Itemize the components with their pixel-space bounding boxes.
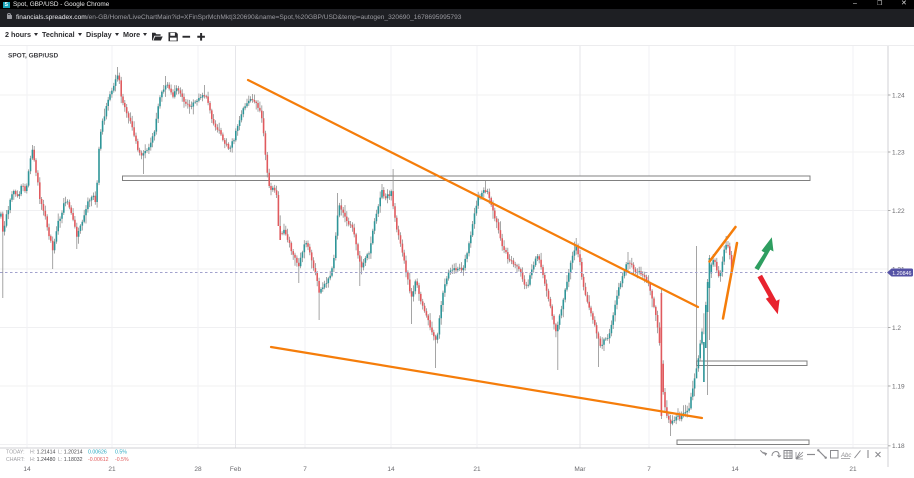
svg-text:21: 21 [849,466,857,473]
svg-text:TODAY:: TODAY: [6,449,25,455]
svg-text:CHART:: CHART: [6,457,25,463]
svg-text:1.19: 1.19 [892,383,905,390]
svg-text:7: 7 [647,466,651,473]
svg-text:Abc: Abc [840,453,851,459]
svg-text:0.00626: 0.00626 [88,449,107,455]
svg-text:1.20846: 1.20846 [892,271,911,277]
svg-text:1.18: 1.18 [892,443,905,450]
svg-text:1.22: 1.22 [892,208,905,215]
svg-text:-0.00612: -0.00612 [88,457,109,463]
svg-text:14: 14 [387,466,395,473]
svg-text:14: 14 [23,466,31,473]
svg-text:L: 1.18032: L: 1.18032 [58,457,83,463]
svg-text:H: 1.21414: H: 1.21414 [30,449,56,455]
svg-text:L: 1.20214: L: 1.20214 [58,449,83,455]
svg-text:21: 21 [473,466,481,473]
svg-text:Mar: Mar [574,466,586,473]
svg-text:21: 21 [108,466,116,473]
svg-text:1.24: 1.24 [892,92,905,99]
svg-text:H: 1.24480: H: 1.24480 [30,457,56,463]
svg-text:1.23: 1.23 [892,149,905,156]
svg-text:-0.5%: -0.5% [115,457,129,463]
svg-text:14: 14 [731,466,739,473]
svg-text:7: 7 [303,466,307,473]
svg-text:Feb: Feb [230,466,242,473]
svg-text:0.5%: 0.5% [115,449,127,455]
svg-text:SPOT, GBP/USD: SPOT, GBP/USD [8,53,59,60]
svg-text:28: 28 [194,466,202,473]
svg-text:1.2: 1.2 [892,325,901,332]
